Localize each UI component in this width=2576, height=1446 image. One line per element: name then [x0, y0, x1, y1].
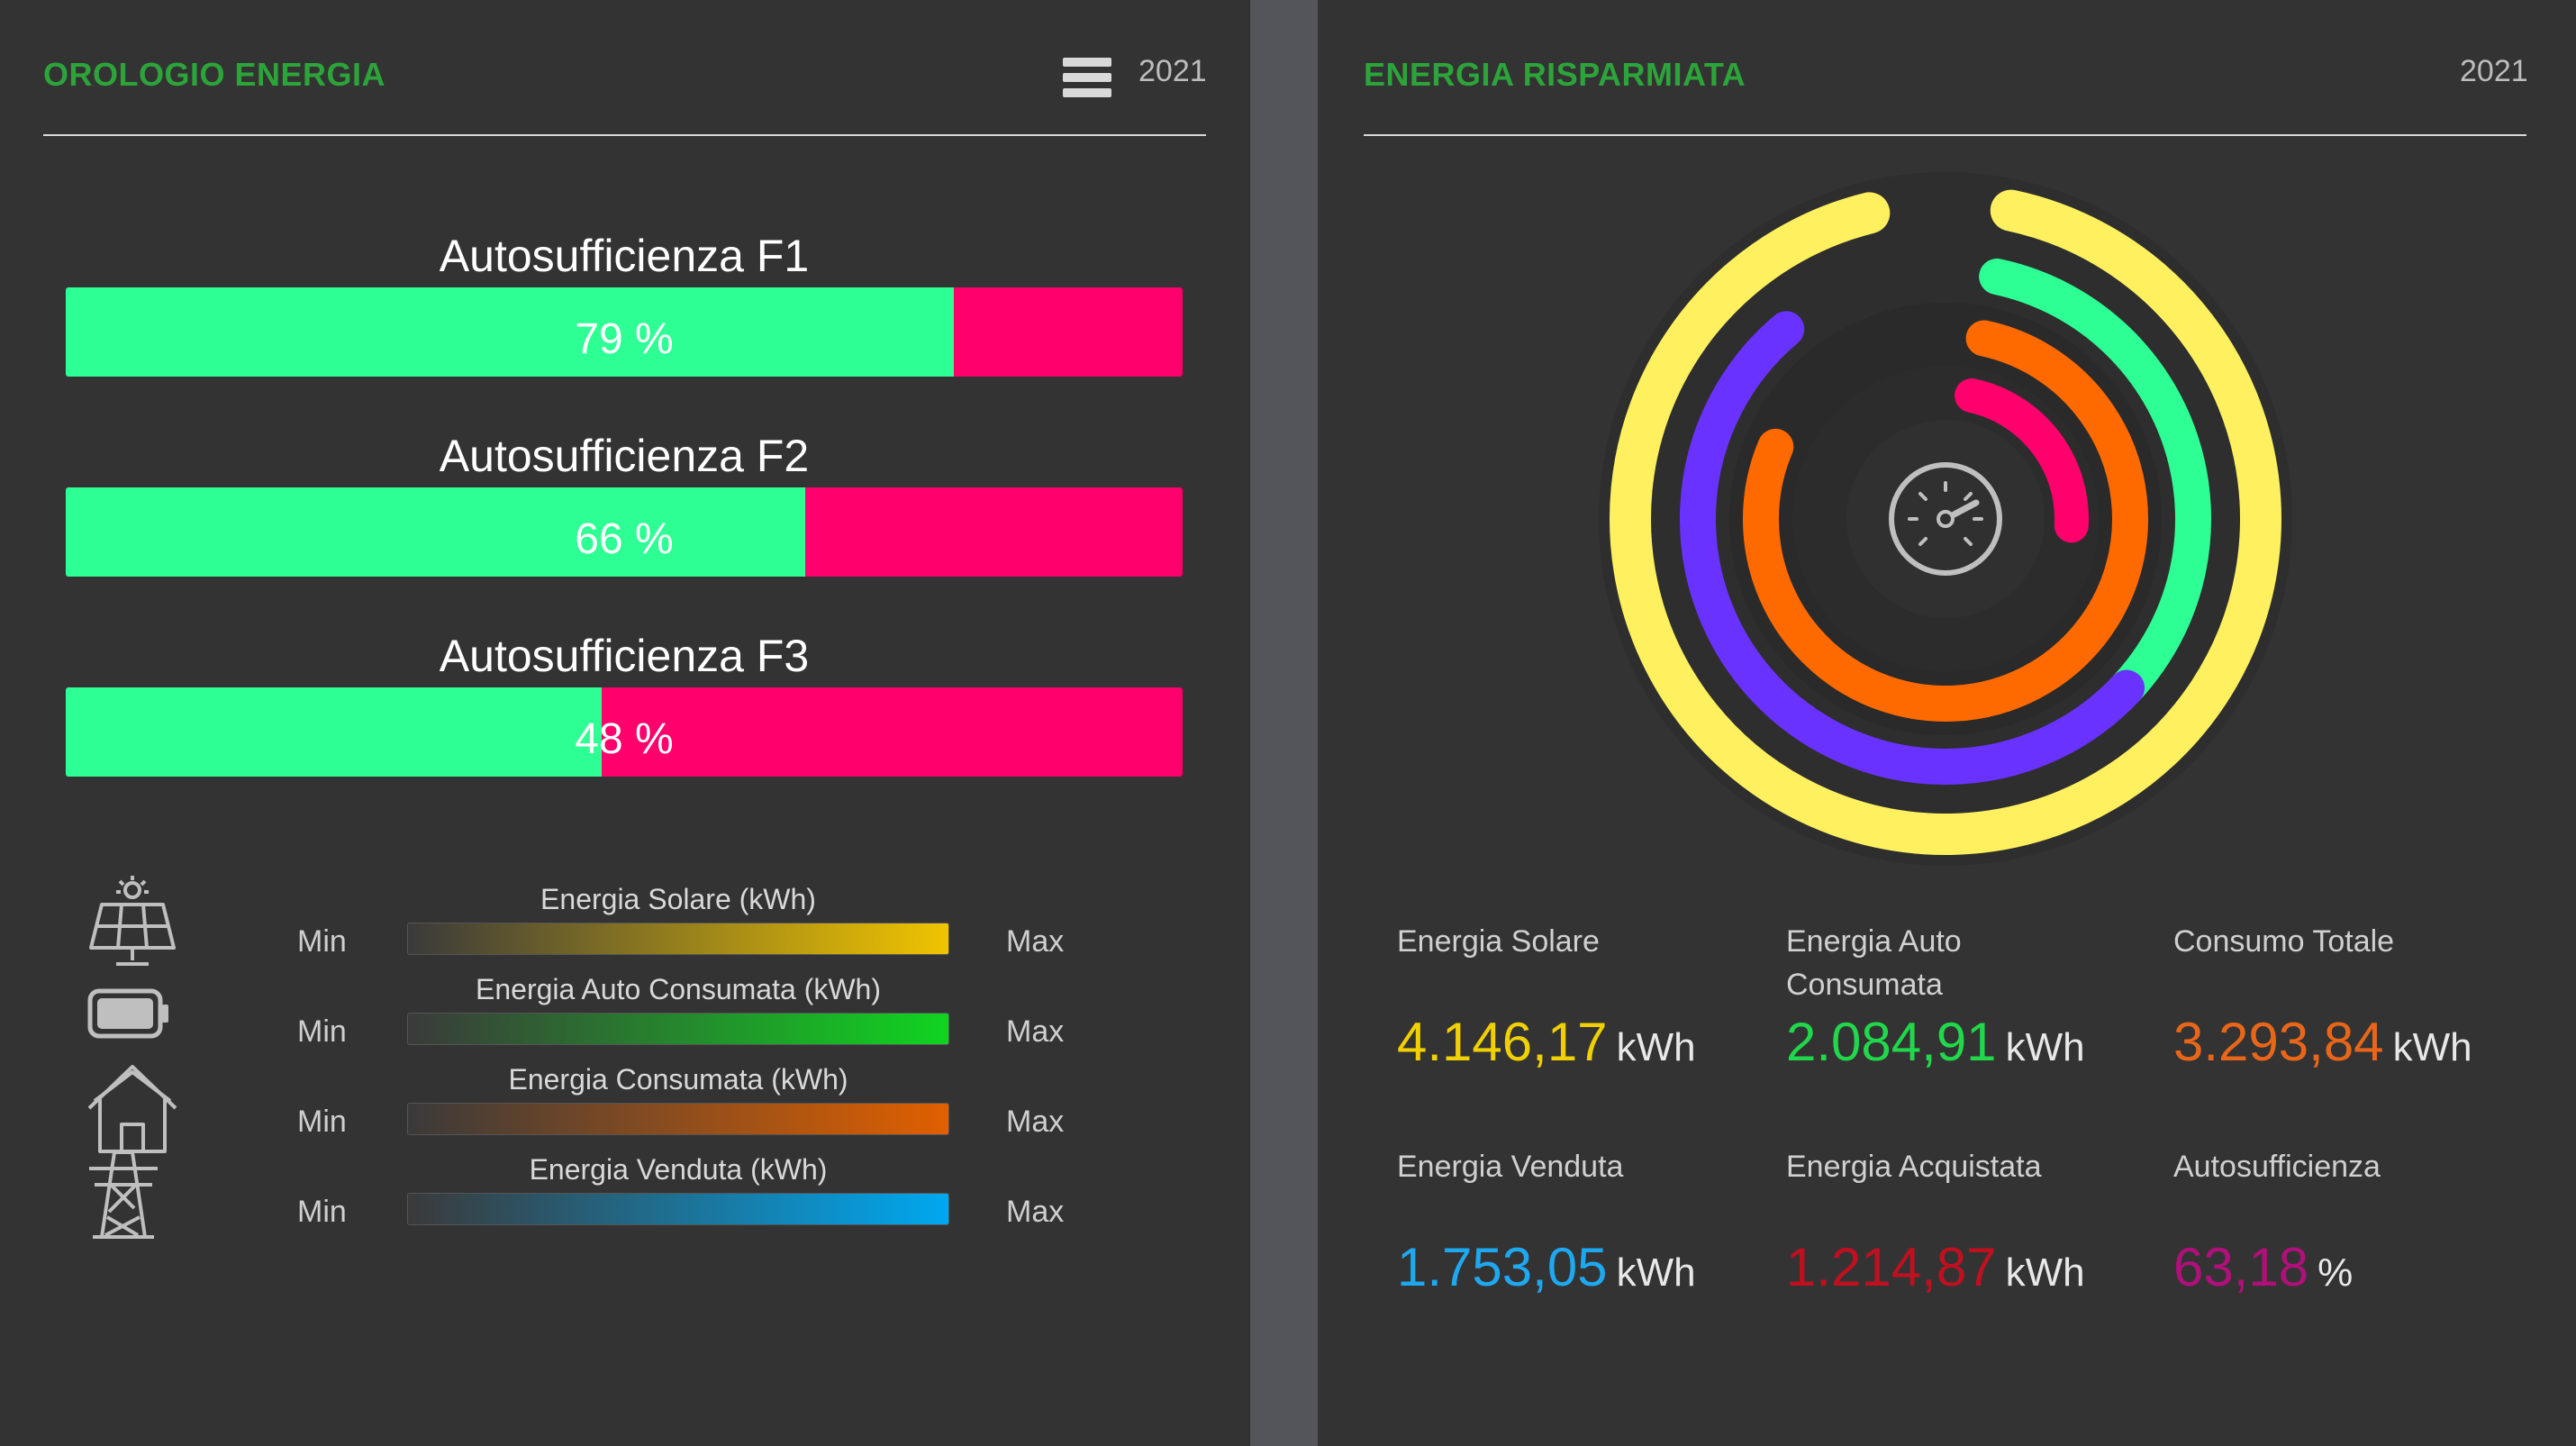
bar-title-f1: Autosufficienza F1 — [439, 231, 810, 281]
year-selector[interactable]: 2021 — [2460, 54, 2528, 88]
stat-value-solar: 4.146,17 kWh — [1397, 1011, 1696, 1073]
divider — [1364, 134, 2526, 136]
stat-value-self-sufficiency: 63,18% — [2173, 1236, 2353, 1298]
ring-arc — [1610, 189, 2281, 855]
house-icon — [87, 1065, 177, 1153]
self-sufficiency-bar-f3: 48 % — [66, 687, 1183, 777]
legend-min: Min — [297, 924, 347, 959]
legend-max: Max — [1006, 924, 1065, 959]
legend-label-solar: Energia Solare (kWh) — [540, 883, 816, 915]
bar-title-f3: Autosufficienza F3 — [439, 631, 810, 681]
stat-value-self-consumed: 2.084,91 kWh — [1786, 1011, 2085, 1073]
battery-icon — [87, 988, 168, 1039]
stat-label-sold: Energia Venduta — [1397, 1150, 1624, 1184]
speedometer-icon — [1889, 462, 2002, 576]
legend-gradient-solar — [407, 923, 949, 955]
bar-value: 79 % — [575, 315, 674, 363]
self-sufficiency-bar-f2: 66 % — [66, 487, 1183, 577]
unit: % — [2317, 1250, 2354, 1295]
panel-title: ENERGIA RISPARMIATA — [1364, 56, 1746, 93]
panel-title: OROLOGIO ENERGIA — [43, 56, 386, 93]
value: 2.084,91 — [1786, 1012, 1997, 1072]
value: 1.214,87 — [1786, 1237, 1997, 1297]
self-sufficiency-bar-f1: 79 % — [66, 287, 1183, 377]
energy-rings-chart — [1599, 172, 2292, 866]
bar-fill — [66, 687, 603, 777]
unit: kWh — [2005, 1025, 2085, 1069]
ring-arc — [1979, 259, 2211, 706]
bar-fill — [66, 287, 954, 377]
value: 3.293,84 — [2173, 1012, 2384, 1072]
stat-label-solar: Energia Solare — [1397, 924, 1600, 959]
menu-icon[interactable] — [1063, 58, 1111, 101]
legend-gradient-consumed — [407, 1103, 949, 1135]
ring-arc — [1680, 311, 2145, 785]
stat-label-self-consumed: Energia Auto Consumata — [1786, 924, 1962, 1002]
ring-arc — [1955, 378, 2089, 543]
legend-label-sold: Energia Venduta (kWh) — [529, 1153, 828, 1186]
unit: kWh — [2392, 1025, 2472, 1069]
stat-label-total-consumption: Consumo Totale — [2173, 924, 2395, 959]
value: 1.753,05 — [1397, 1237, 1608, 1297]
value: 4.146,17 — [1397, 1012, 1608, 1072]
stat-label-purchased: Energia Acquistata — [1786, 1150, 2042, 1184]
legend-max: Max — [1006, 1014, 1065, 1049]
bar-value: 48 % — [575, 715, 674, 763]
legend-max: Max — [1006, 1195, 1065, 1229]
legend-min: Min — [297, 1105, 347, 1139]
legend-min: Min — [297, 1195, 347, 1229]
bar-title-f2: Autosufficienza F2 — [439, 431, 810, 481]
power-pylon-icon — [89, 1150, 158, 1239]
stat-value-total-consumption: 3.293,84 kWh — [2173, 1011, 2472, 1073]
bar-fill — [66, 487, 805, 577]
legend-min: Min — [297, 1014, 347, 1049]
value: 63,18 — [2173, 1237, 2309, 1297]
unit: kWh — [1616, 1025, 1696, 1069]
solar-panel-icon — [89, 876, 176, 966]
stat-label-self-sufficiency: Autosufficienza — [2173, 1150, 2381, 1184]
unit: kWh — [1616, 1250, 1696, 1295]
ring-arc — [1743, 320, 2148, 722]
legend-max: Max — [1006, 1105, 1065, 1139]
legend-label-consumed: Energia Consumata (kWh) — [508, 1063, 848, 1096]
legend-gradient-self-consumed — [407, 1013, 949, 1045]
divider — [43, 134, 1206, 136]
stat-value-sold: 1.753,05 kWh — [1397, 1236, 1696, 1298]
unit: kWh — [2005, 1250, 2085, 1295]
legend-gradient-sold — [407, 1193, 949, 1225]
legend-label-self-consumed: Energia Auto Consumata (kWh) — [476, 973, 881, 1005]
stat-value-purchased: 1.214,87 kWh — [1786, 1236, 2085, 1298]
year-selector[interactable]: 2021 — [1138, 54, 1207, 88]
bar-value: 66 % — [575, 515, 674, 563]
energy-clock-panel: OROLOGIO ENERGIA 2021 Autosufficienza F1… — [0, 0, 1250, 1446]
